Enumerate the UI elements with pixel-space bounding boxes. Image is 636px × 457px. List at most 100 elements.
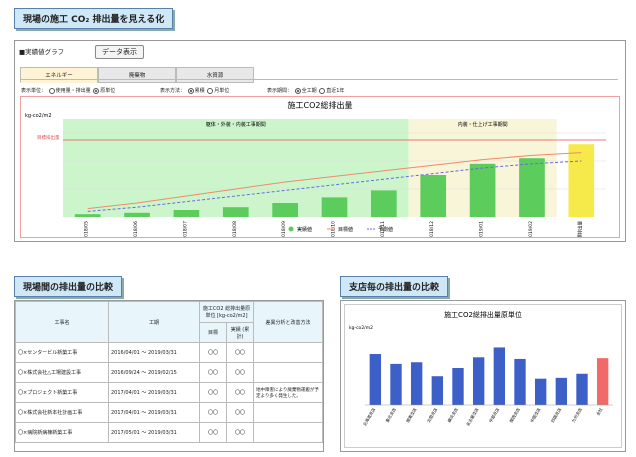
period-options: 表示期間： 全工期 直近1年 [267,87,344,94]
row-period: 2016/09/24 〜 2019/02/15 [108,362,200,383]
radio-all-period[interactable] [294,87,301,94]
phase-1-label: 躯体・外装・内装工事期間 [206,121,266,128]
row-target: 〇〇 [199,362,227,383]
bar-10 [568,144,595,217]
row-name: 〇×株式会社△工場建設工事 [15,362,109,383]
x-tick-1: 2018/06 [133,221,139,238]
tab-divider [20,79,618,80]
branch-x-tick-8: 中国支店 [528,407,541,424]
branch-bar-5 [472,357,485,405]
bar-7 [420,175,447,217]
method-opt-monthly-label: 月単位 [214,88,230,94]
top-section-title: 現場の施工 CO₂ 排出量を見える化 [14,8,174,29]
branch-bar-10 [576,373,588,405]
period-opt-all-label: 全工期 [301,88,317,94]
radio-cumulative[interactable] [187,87,194,94]
row-period: 2016/04/01 〜 2019/03/31 [108,342,200,363]
x-tick-2: 2018/07 [182,221,188,238]
row-note: 地中障害により廃棄物運搬が予定より多く発生した。 [253,382,323,403]
compare-panel: 工事名 工期 施工CO2 総排出量原単位 [kg-co2/m2] 差異分析と改善… [14,300,324,452]
row-name: 〇×プロジェクト新築工事 [15,382,109,403]
bar-2 [173,210,200,217]
branch-panel: 施工CO2総排出量原単位 kg-co2/m2 北海道支店 東北支店 関東支店 北陸支店 横浜… [340,300,626,452]
unit-label: 表示単位： [21,88,47,94]
radio-usage[interactable] [48,87,55,94]
target-series-line [87,152,582,210]
branch-chart: 施工CO2総排出量原単位 kg-co2/m2 北海道支店 東北支店 関東支店 北陸支店 横浜… [344,304,622,448]
category-tabs: エネルギー 廃棄物 水資源 [20,67,254,83]
table-row: 〇×病院新病棟新築工事 2017/05/01 〜 2019/03/31 〇〇 〇〇 [15,422,323,443]
method-options: 表示方法： 累積 月単位 [160,87,229,94]
period-label: 表示期間： [267,88,293,94]
col-name-header: 工事名 [15,301,109,343]
row-target: 〇〇 [199,402,227,423]
x-tick-0: 2018/05 [84,221,90,238]
branch-x-tick-10: 九州支店 [570,407,583,424]
tab-waste[interactable]: 廃棄物 [98,67,176,83]
row-actual: 〇〇 [226,422,254,443]
row-name: 〇×病院新病棟新築工事 [15,422,109,443]
table-row: 〇×プロジェクト新築工事 2017/04/01 〜 2019/03/31 〇〇 〇〇地… [15,382,323,403]
data-display-button[interactable]: データ表示 [95,45,144,59]
unit-options: 表示単位： 使用量・排出量 原単位 [21,87,115,94]
row-actual: 〇〇 [226,382,254,403]
table-row: 〇×株式会社△工場建設工事 2016/09/24 〜 2019/02/15 〇〇 〇〇 [15,362,323,383]
table-row: 〇×センタービル新築工事 2016/04/01 〜 2019/03/31 〇〇 〇〇 [15,342,323,363]
branch-x-tick-0: 北海道支店 [361,407,376,427]
compare-section-title: 現場間の排出量の比較 [14,276,123,297]
x-tick-10: 目標排出量 [576,221,583,238]
radio-monthly[interactable] [207,87,214,94]
branch-section-title: 支店毎の排出量の比較 [340,276,449,297]
bar-1 [124,212,150,217]
row-note [253,402,323,423]
method-label: 表示方法： [160,88,186,94]
row-period: 2017/04/01 〜 2019/03/31 [108,382,200,403]
x-tick-4: 2018/09 [281,221,287,238]
legend-actual-marker [288,226,294,232]
branch-chart-ylabel: kg-co2/m2 [349,325,373,331]
branch-x-tick-3: 北陸支店 [425,407,438,424]
compare-table: 工事名 工期 施工CO2 総排出量原単位 [kg-co2/m2] 差異分析と改善… [15,301,323,443]
unit-opt-usage-label: 使用量・排出量 [55,88,91,94]
chart-title: 施工CO2総排出量 [288,100,353,110]
main-chart: 施工CO2総排出量 kg-co2/m2 躯体・外装・内装工事期間 内装・仕上げ工事期間… [20,96,620,238]
x-tick-8: 2019/01 [479,221,485,238]
branch-bar-0 [369,354,382,405]
radio-unit[interactable] [93,87,100,94]
branch-bar-6 [493,347,506,405]
bar-4 [272,203,298,217]
graph-panel-label: ■実績値グラフ [19,48,65,56]
bar-9 [519,158,545,217]
branch-x-tick-6: 中部支店 [487,407,500,424]
phase-2-label: 内装・仕上げ工事期間 [458,121,508,128]
period-opt-year-label: 直近1年 [326,88,345,94]
bar-0 [74,214,101,217]
branch-x-tick-2: 関東支店 [404,407,417,424]
chart-ylabel: kg-co2/m2 [25,113,52,119]
row-note [253,342,323,363]
row-period: 2017/04/01 〜 2019/03/31 [108,402,200,423]
bar-5 [321,197,348,217]
row-note [253,362,323,383]
col-analysis-header: 差異分析と改善方法 [253,301,323,343]
branch-x-tick-1: 東北支店 [384,407,397,424]
row-note [253,422,323,443]
x-tick-3: 2018/08 [232,221,238,238]
col-group-header: 施工CO2 総排出量原単位 [kg-co2/m2] [199,301,254,323]
branch-bar-9 [555,377,568,405]
row-actual: 〇〇 [226,402,254,423]
tab-water[interactable]: 水資源 [176,67,254,83]
branch-x-tick-7: 関西支店 [508,407,521,424]
bar-8 [469,163,496,217]
tab-energy[interactable]: エネルギー [20,67,98,83]
branch-bar-2 [410,362,423,405]
radio-last-year[interactable] [319,87,326,94]
branch-chart-title: 施工CO2総排出量原単位 [444,310,522,319]
legend-forecast-label: 予測値 [378,226,393,233]
row-name: 〇×センタービル新築工事 [15,342,109,363]
row-name: 〇×株式会社新本社計画工事 [15,402,109,423]
branch-bar-1 [390,363,402,405]
row-target: 〇〇 [199,382,227,403]
col-target-header: 目標 [199,322,227,343]
bar-6 [371,190,397,217]
